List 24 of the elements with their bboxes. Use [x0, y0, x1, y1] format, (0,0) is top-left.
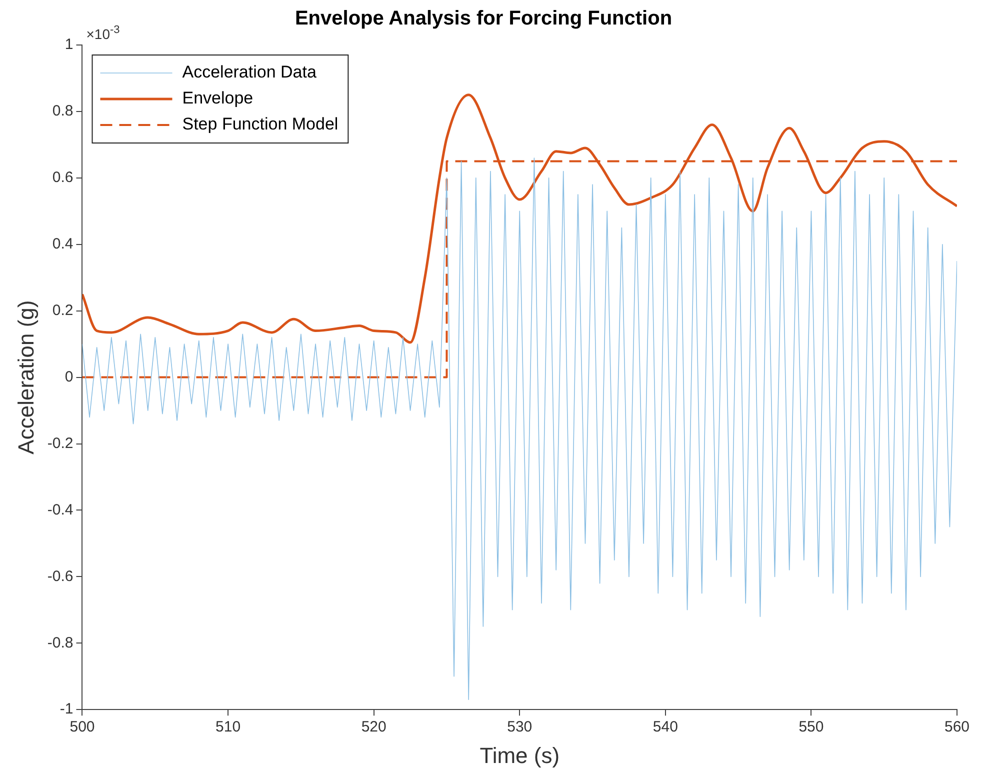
legend-label: Step Function Model [182, 114, 338, 134]
x-tick-label: 560 [944, 718, 970, 736]
y-tick-label: -0.2 [47, 434, 74, 452]
y-tick-label: 0.6 [52, 169, 74, 186]
y-tick-label: 1 [64, 36, 74, 54]
y-tick-label: 0.4 [52, 236, 74, 253]
y-tick-label: 0 [64, 368, 74, 386]
legend-label: Envelope [182, 88, 254, 108]
x-axis-title: Time (s) [480, 742, 560, 768]
y-tick-label: -0.4 [47, 501, 74, 518]
x-tick-label: 530 [507, 718, 532, 736]
y-tick-label: 0.2 [52, 302, 74, 319]
x-tick-label: 550 [798, 718, 824, 736]
y-axis-title: Acceleration (g) [13, 300, 38, 454]
legend-label: Acceleration Data [182, 62, 317, 82]
x-tick-label: 500 [70, 718, 95, 736]
x-tick-label: 520 [361, 718, 386, 736]
x-tick-label: 510 [216, 718, 241, 736]
chart-title: Envelope Analysis for Forcing Function [294, 8, 672, 30]
y-tick-label: -0.6 [47, 568, 74, 585]
y-tick-label: -0.8 [47, 634, 74, 652]
x-tick-label: 540 [652, 718, 678, 736]
y-tick-label: -1 [60, 700, 74, 718]
y-tick-label: 0.8 [52, 102, 74, 120]
